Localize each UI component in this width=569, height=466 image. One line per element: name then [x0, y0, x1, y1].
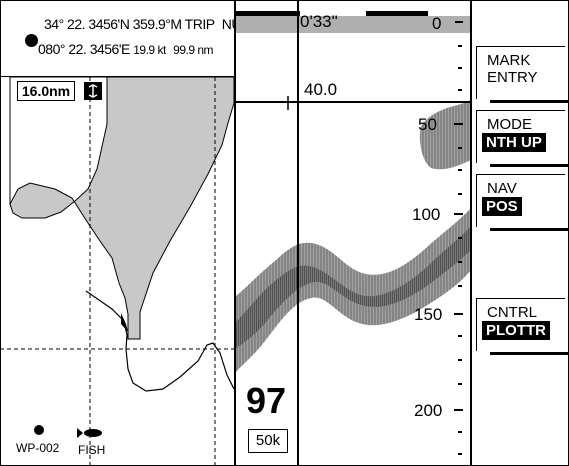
softkey-label: CNTRL: [487, 304, 538, 321]
sounder-panel: 0'33" 40.0 0 50 100 150 200 97 50k: [236, 0, 471, 466]
nav-info-box: 34° 22. 3456'N 359.9°M TRIP NU 080° 22. …: [0, 0, 241, 77]
fish-label: FISH: [78, 443, 106, 457]
softkey-shadow: [490, 228, 568, 231]
softkey-shadow: [490, 352, 568, 355]
softkey-nav[interactable]: NAV POS: [476, 174, 568, 231]
softkey-value: NTH UP: [482, 133, 546, 152]
softkey-shadow: [490, 100, 568, 103]
depth-scale: [454, 21, 463, 455]
softkey-label: MARK: [487, 52, 531, 69]
cursor-depth-readout: 40.0: [304, 80, 338, 99]
sounder-right-border: [470, 0, 472, 466]
zero-line-bar: [236, 16, 471, 33]
softkey-label: MODE: [487, 116, 532, 133]
speed-value: 19.9 kt: [133, 43, 166, 57]
depth-tick-label: 200: [414, 401, 443, 420]
depth-tick-label: 150: [414, 305, 443, 324]
softkey-label: NAV: [487, 180, 517, 197]
mode-icon[interactable]: [84, 82, 102, 100]
frequency-value: 50k: [255, 432, 281, 449]
softkey-label: ENTRY: [487, 69, 538, 86]
depth-tick-label: 100: [412, 205, 441, 224]
softkey-mode[interactable]: MODE NTH UP: [476, 110, 568, 167]
ship-track: [85, 290, 234, 392]
softkey-value: POS: [482, 197, 522, 216]
range-box[interactable]: 16.0nm: [17, 81, 75, 101]
plotter-panel: 34° 22. 3456'N 359.9°M TRIP NU 080° 22. …: [0, 0, 241, 466]
seabed-core: [236, 226, 471, 348]
depth-tick-label: 50: [418, 115, 437, 134]
fish-school-echo: [419, 100, 471, 170]
top-black-bar: [366, 11, 428, 16]
heading-value: 359.9°M: [132, 16, 182, 32]
own-ship-dot-icon: [25, 34, 38, 47]
waypoint-dot-icon: [34, 425, 44, 435]
distance-value: 99.9 nm: [173, 43, 214, 57]
softkey-shadow: [490, 164, 568, 167]
land-mass: [9, 77, 234, 340]
softkey-cntrl[interactable]: CNTRL PLOTTR: [476, 298, 568, 355]
top-black-bar: [236, 11, 300, 16]
softkey-mark-entry[interactable]: MARK ENTRY: [476, 46, 568, 103]
frequency-box[interactable]: 50k: [248, 429, 288, 453]
echogram: [236, 0, 471, 466]
softkey-value: PLOTTR: [482, 321, 550, 340]
depth-tick-label: 0: [432, 14, 442, 33]
plotter-chart: [0, 77, 234, 466]
seabed-echo: [236, 208, 471, 372]
longitude-value: 080° 22. 3456'E: [38, 41, 130, 57]
latitude-value: 34° 22. 3456'N: [44, 16, 130, 32]
range-value: 16.0nm: [21, 83, 71, 99]
boat-marker-icon: [121, 313, 128, 332]
panel-divider: [234, 0, 236, 466]
trip-label: TRIP: [184, 16, 215, 32]
elapsed-timer: 0'33": [300, 12, 338, 31]
waypoint-label: WP-002: [16, 441, 60, 455]
fish-icon: [77, 428, 102, 438]
current-depth-value: 97: [246, 380, 287, 421]
